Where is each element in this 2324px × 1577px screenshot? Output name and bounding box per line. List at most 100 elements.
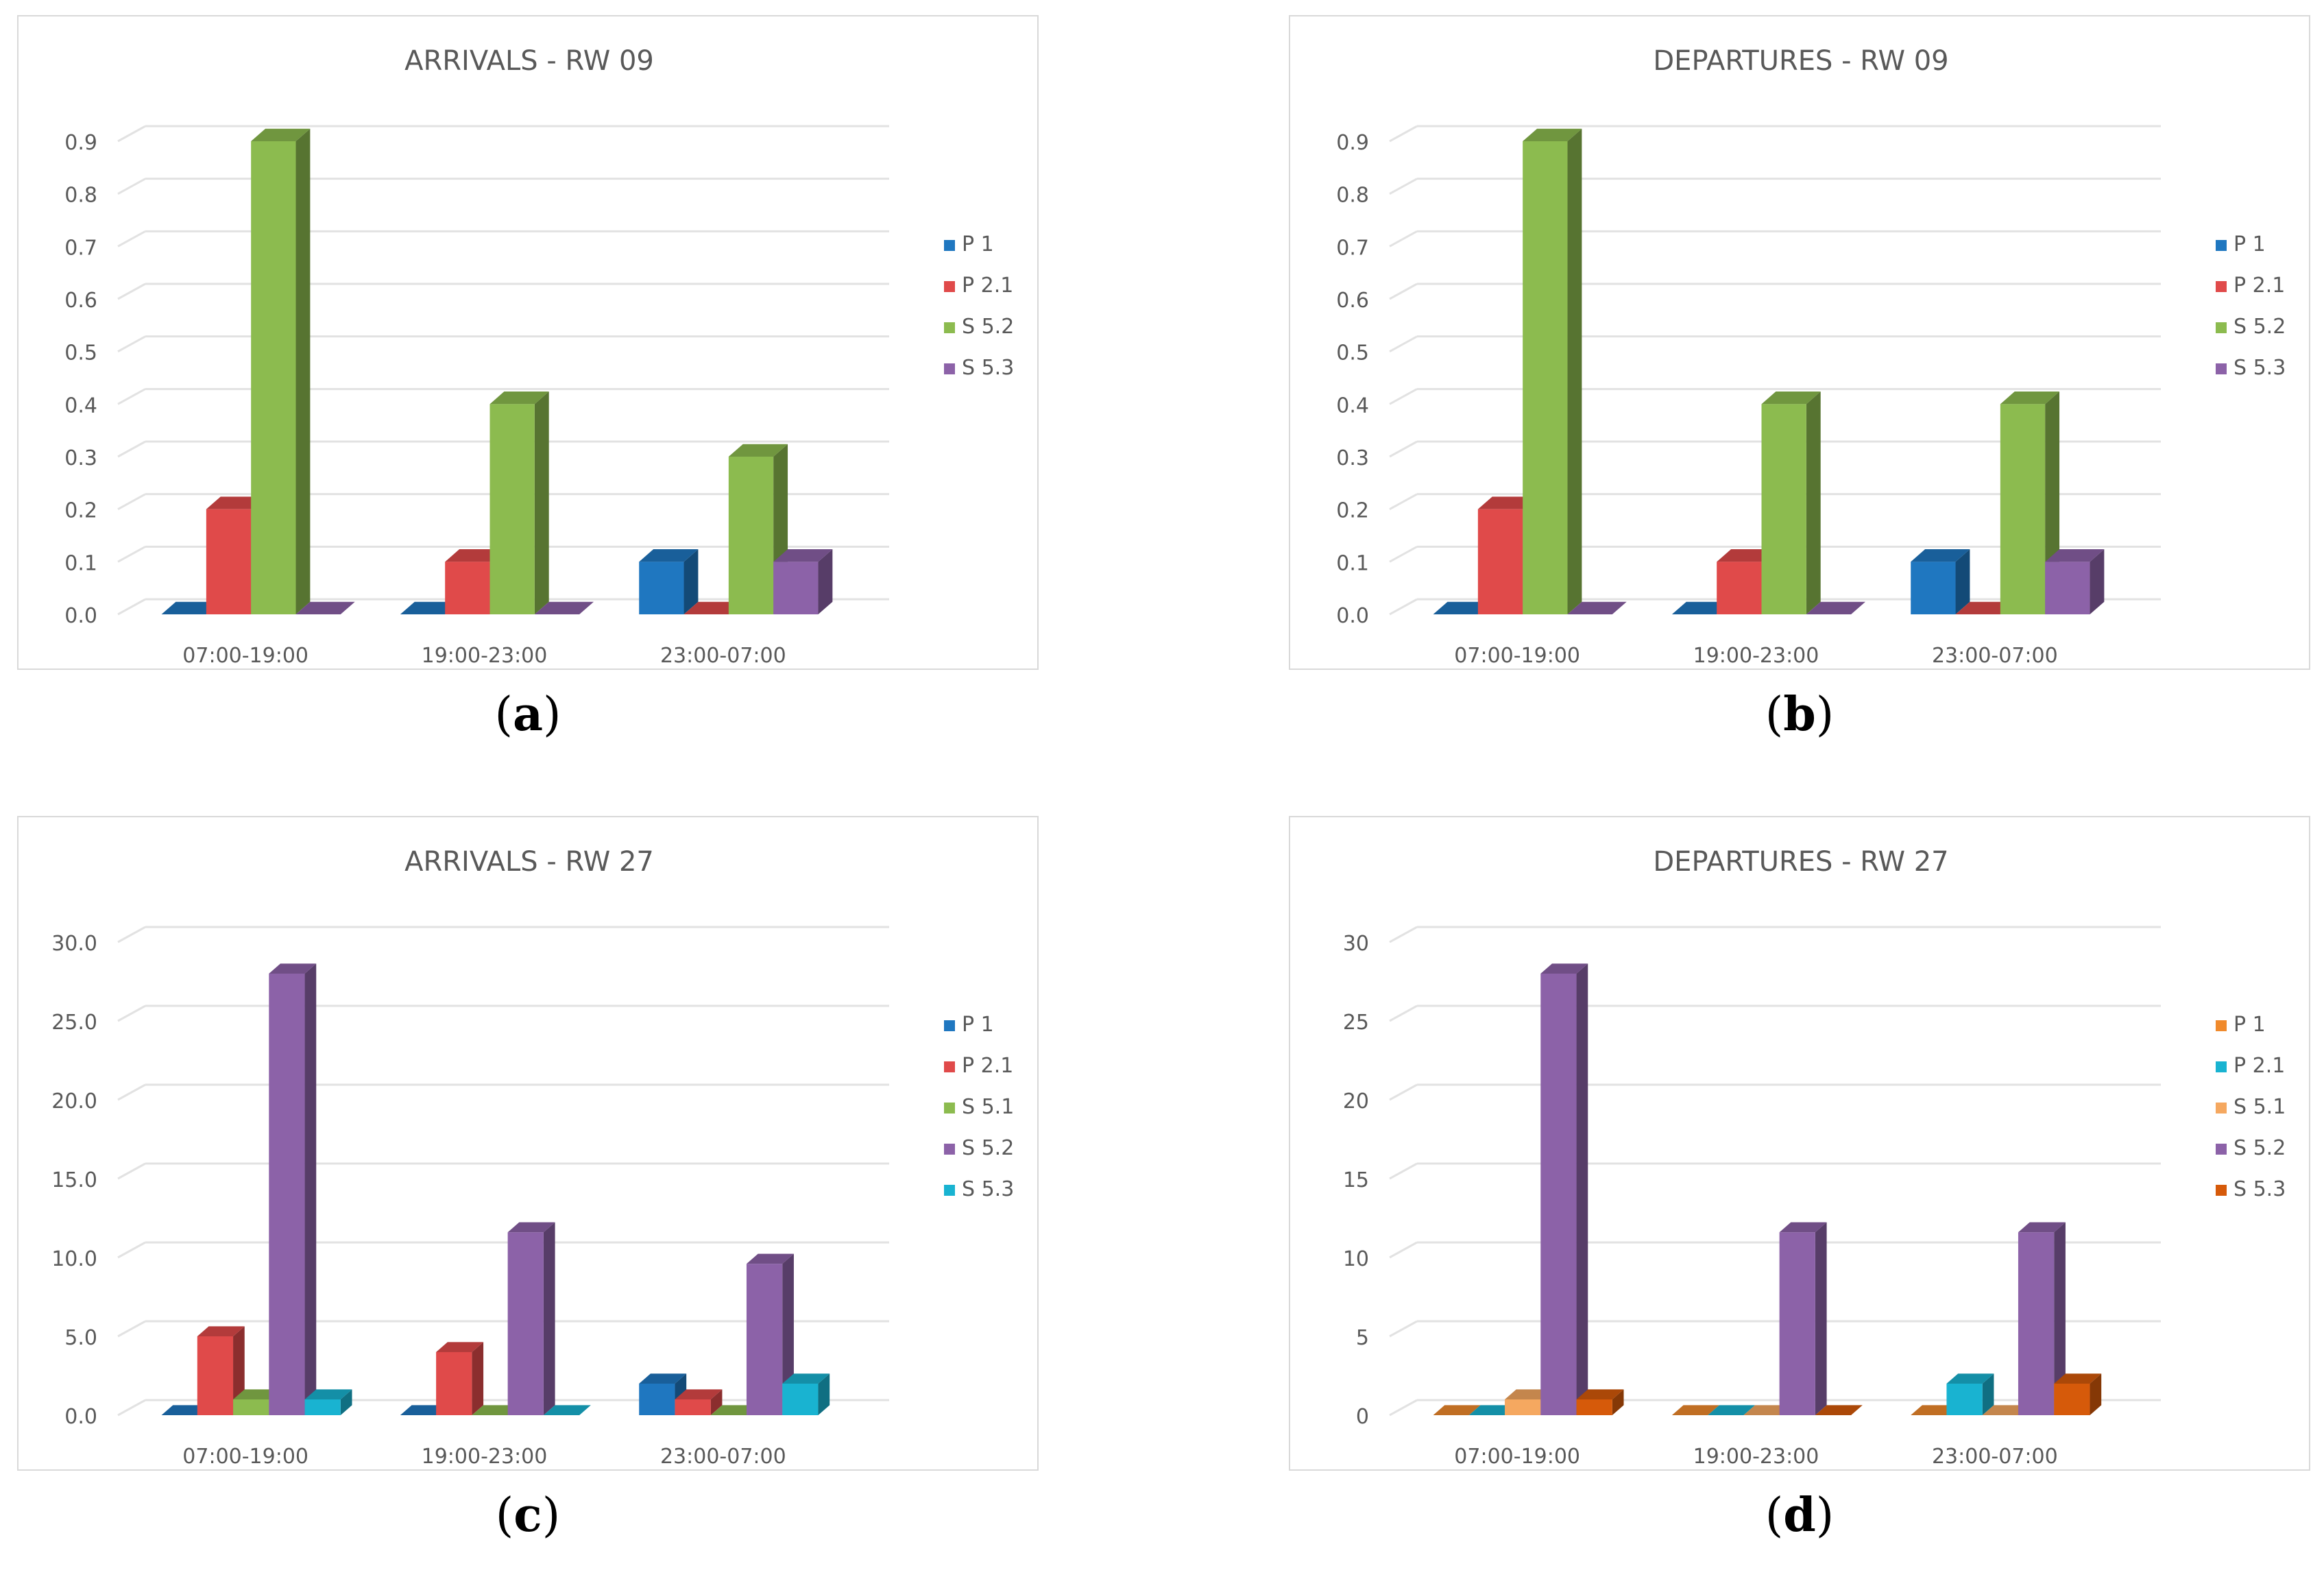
bar bbox=[1523, 128, 1582, 614]
bar-top bbox=[472, 1405, 520, 1415]
bar bbox=[161, 1405, 209, 1415]
bar-top bbox=[683, 601, 743, 614]
bar-top bbox=[1955, 601, 2015, 614]
caption-b: (b) bbox=[1765, 687, 1835, 742]
bar-side bbox=[782, 1253, 794, 1415]
y-tick-label: 0.6 bbox=[1336, 289, 1369, 313]
bar-side bbox=[1815, 1222, 1827, 1415]
bar-top bbox=[1671, 601, 1732, 614]
bar bbox=[1982, 1405, 2030, 1415]
gridline-depth bbox=[117, 1083, 146, 1101]
bar-front bbox=[639, 1384, 675, 1415]
gridline-depth bbox=[117, 1162, 146, 1180]
bar-top bbox=[161, 601, 221, 614]
bar-front bbox=[269, 974, 305, 1415]
bar bbox=[400, 601, 460, 614]
bar-side bbox=[1612, 1389, 1624, 1415]
bar-top bbox=[2045, 549, 2105, 562]
y-tick-label: 5.0 bbox=[64, 1326, 97, 1350]
y-tick-label: 0.1 bbox=[64, 551, 97, 575]
bar-top bbox=[1815, 1405, 1863, 1415]
x-tick-label: 23:00-07:00 bbox=[660, 1445, 786, 1469]
bar-side bbox=[710, 1389, 723, 1415]
bar-side bbox=[304, 963, 317, 1415]
y-tick-label: 0.7 bbox=[64, 236, 97, 260]
legend-swatch bbox=[944, 281, 955, 292]
bar-top bbox=[304, 1389, 352, 1399]
bar-front bbox=[2018, 1232, 2055, 1415]
bar-top bbox=[1433, 1405, 1481, 1415]
bar-top bbox=[728, 444, 788, 457]
y-tick-label: 25.0 bbox=[51, 1011, 97, 1035]
bar bbox=[1779, 1222, 1827, 1415]
bar-front bbox=[782, 1384, 819, 1415]
legend-label: P 1 bbox=[962, 1013, 994, 1037]
legend-swatch bbox=[2216, 1185, 2227, 1196]
bar bbox=[1540, 963, 1588, 1415]
bar-top bbox=[1911, 1405, 1959, 1415]
chart-title: ARRIVALS - RW 27 bbox=[404, 846, 654, 878]
bar bbox=[1761, 392, 1821, 614]
x-tick-label: 23:00-07:00 bbox=[1932, 1445, 2058, 1469]
bar-side bbox=[1567, 128, 1582, 614]
bar bbox=[295, 601, 355, 614]
legend-label: P 2.1 bbox=[962, 1054, 1013, 1078]
bar bbox=[1708, 1405, 1756, 1415]
y-tick-label: 0.1 bbox=[1336, 551, 1369, 575]
bar-top bbox=[400, 1405, 448, 1415]
gridline-depth bbox=[1389, 335, 1418, 352]
chart-frame: ARRIVALS - RW 09 0.0 0.1 0.2 0.3 0.4 0.5 0.6 0.7… bbox=[17, 15, 1039, 670]
bar-top bbox=[675, 1389, 723, 1399]
legend-label: S 5.2 bbox=[2234, 315, 2286, 339]
bar bbox=[1955, 601, 2015, 614]
bar-top bbox=[2054, 1373, 2102, 1384]
bar-top bbox=[773, 549, 833, 562]
bar-front bbox=[2000, 404, 2046, 614]
gridline-depth bbox=[117, 440, 146, 458]
gridline-depth bbox=[1389, 440, 1418, 458]
bar bbox=[543, 1405, 591, 1415]
bar-front bbox=[2054, 1384, 2090, 1415]
bar-front bbox=[445, 562, 490, 614]
y-tick-label: 0.0 bbox=[1336, 604, 1369, 628]
y-tick-label: 20.0 bbox=[51, 1090, 97, 1113]
legend-label: S 5.3 bbox=[962, 1177, 1014, 1201]
y-tick-label: 0.2 bbox=[64, 499, 97, 523]
legend-swatch bbox=[2216, 363, 2227, 374]
chart-panel-a: ARRIVALS - RW 09 0.0 0.1 0.2 0.3 0.4 0.5 0.6 0.7… bbox=[17, 15, 1183, 776]
bar-top bbox=[1505, 1389, 1553, 1399]
legend-swatch bbox=[944, 363, 955, 374]
y-tick-label: 0.3 bbox=[1336, 446, 1369, 470]
y-tick-label: 30 bbox=[1343, 932, 1369, 956]
chart-c-svg: ARRIVALS - RW 27 0.0 5.0 10.0 15.0 20.0 25.0 30… bbox=[51, 846, 1014, 1469]
bar-front bbox=[746, 1264, 783, 1415]
y-tick-label: 0.8 bbox=[64, 184, 97, 208]
bar bbox=[2054, 1373, 2102, 1415]
legend-swatch bbox=[2216, 1103, 2227, 1113]
bar bbox=[710, 1405, 758, 1415]
gridline-depth bbox=[1389, 1320, 1418, 1338]
gridline-depth bbox=[1389, 926, 1418, 943]
bar-top bbox=[206, 496, 266, 509]
gridline-depth bbox=[1389, 1241, 1418, 1259]
caption-a: (a) bbox=[494, 687, 561, 742]
bar-side bbox=[2090, 549, 2105, 614]
bar-front bbox=[197, 1336, 234, 1415]
legend-swatch bbox=[944, 1144, 955, 1155]
bar bbox=[639, 549, 699, 614]
bar-front bbox=[773, 562, 819, 614]
legend-swatch bbox=[944, 1020, 955, 1031]
gridline-depth bbox=[117, 335, 146, 352]
legend-swatch bbox=[944, 1103, 955, 1113]
bar-front bbox=[675, 1399, 711, 1415]
y-tick-label: 0.4 bbox=[1336, 394, 1369, 418]
bar-top bbox=[1911, 549, 1970, 562]
legend-label: P 1 bbox=[962, 232, 994, 256]
gridline-depth bbox=[1389, 1399, 1418, 1417]
chart-title: DEPARTURES - RW 27 bbox=[1653, 846, 1948, 878]
bar-top bbox=[1743, 1405, 1791, 1415]
bar-side bbox=[472, 1342, 484, 1415]
legend-swatch bbox=[2216, 1061, 2227, 1072]
bar bbox=[1671, 1405, 1719, 1415]
bar-side bbox=[543, 1222, 555, 1415]
